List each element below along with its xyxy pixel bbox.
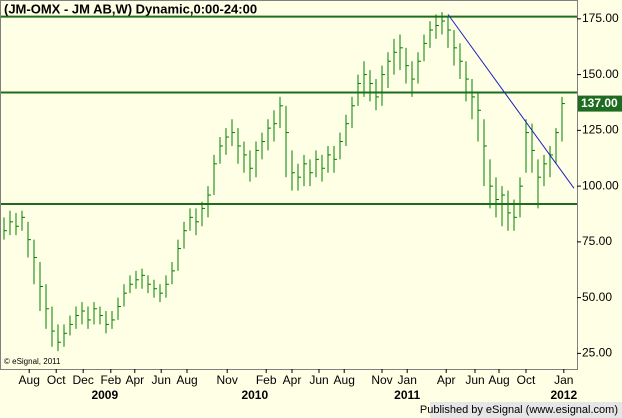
x-tick-label: Feb xyxy=(100,373,121,387)
y-tick-label: 25.00 xyxy=(582,346,612,360)
footer-strip xyxy=(430,402,622,418)
x-tick-label: Oct xyxy=(517,373,536,387)
x-tick-label: Aug xyxy=(488,373,509,387)
x-tick-label: Jun xyxy=(309,373,328,387)
y-tick-label: 175.00 xyxy=(582,11,619,25)
copyright: © eSignal, 2011 xyxy=(4,357,61,366)
x-tick-label: Apr xyxy=(437,373,456,387)
x-tick-label: Aug xyxy=(19,373,40,387)
trend-line xyxy=(447,14,575,189)
last-price-label: 137.00 xyxy=(581,96,618,110)
x-tick-label: Feb xyxy=(256,373,277,387)
y-tick-label: 150.00 xyxy=(582,67,619,81)
y-tick-label: 75.00 xyxy=(582,234,612,248)
x-tick-label: Oct xyxy=(47,373,66,387)
x-tick-label: Jun xyxy=(152,373,171,387)
x-tick-label: Jan xyxy=(398,373,417,387)
year-label: 2011 xyxy=(394,388,420,402)
x-tick-label: Nov xyxy=(371,373,392,387)
last-price-box xyxy=(578,95,622,112)
x-tick-label: Jun xyxy=(465,373,484,387)
y-tick-label: 100.00 xyxy=(582,178,619,192)
x-tick-label: Apr xyxy=(125,373,144,387)
y-tick-label: 50.00 xyxy=(582,290,612,304)
x-tick-label: Apr xyxy=(283,373,302,387)
x-tick-label: Jan xyxy=(554,373,573,387)
x-tick-label: Aug xyxy=(176,373,197,387)
publisher: Published by eSignal (www.esignal.com) xyxy=(420,404,618,416)
plot-area xyxy=(0,0,578,370)
year-label: 2009 xyxy=(91,388,118,402)
x-tick-label: Aug xyxy=(334,373,355,387)
year-label: 2012 xyxy=(550,388,577,402)
chart-title: (JM-OMX - JM AB,W) Dynamic,0:00-24:00 xyxy=(4,1,257,16)
y-tick-label: 125.00 xyxy=(582,123,619,137)
year-label: 2010 xyxy=(241,388,268,402)
x-tick-label: Dec xyxy=(73,373,94,387)
x-tick-label: Nov xyxy=(217,373,238,387)
